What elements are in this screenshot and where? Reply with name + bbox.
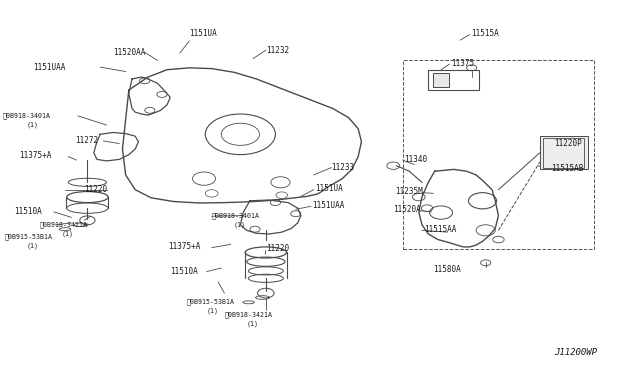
- Text: 11232: 11232: [266, 46, 289, 55]
- Text: (1): (1): [27, 122, 39, 128]
- Text: 11272: 11272: [75, 137, 98, 145]
- Text: 11520A: 11520A: [394, 205, 421, 215]
- Text: 11515AA: 11515AA: [424, 225, 456, 234]
- Text: 11220P: 11220P: [554, 139, 582, 148]
- Text: 1151UA: 1151UA: [189, 29, 217, 38]
- Text: 11580A: 11580A: [433, 265, 461, 274]
- Text: J11200WP: J11200WP: [554, 347, 597, 357]
- Text: 11515A: 11515A: [471, 29, 499, 38]
- Text: ⓝ0B918-3421A: ⓝ0B918-3421A: [225, 311, 273, 318]
- Text: 11520AA: 11520AA: [113, 48, 145, 57]
- Text: 11510A: 11510A: [170, 267, 198, 276]
- Text: (1): (1): [27, 243, 39, 250]
- Bar: [540, 136, 588, 169]
- Text: (1): (1): [207, 307, 219, 314]
- Bar: [543, 138, 584, 167]
- Text: ⓝ0B918-3401A: ⓝ0B918-3401A: [212, 212, 260, 219]
- Text: 11375+A: 11375+A: [168, 243, 201, 251]
- Text: ⓝ0B915-53B1A: ⓝ0B915-53B1A: [186, 298, 234, 305]
- Text: 11235M: 11235M: [395, 187, 423, 196]
- Text: 11510A: 11510A: [14, 206, 42, 216]
- Text: (1): (1): [62, 231, 74, 237]
- Text: 1151UA: 1151UA: [315, 184, 342, 193]
- Text: 1151UAA: 1151UAA: [312, 201, 345, 210]
- Text: 11375: 11375: [451, 59, 474, 68]
- Text: 11220: 11220: [266, 244, 289, 253]
- Text: 11515AB: 11515AB: [550, 164, 583, 173]
- Text: 11220: 11220: [84, 185, 108, 194]
- Text: ⓝ0B918-3401A: ⓝ0B918-3401A: [3, 113, 51, 119]
- Bar: [428, 70, 479, 90]
- Text: 11340: 11340: [404, 155, 428, 164]
- Bar: [433, 73, 449, 87]
- Text: (1): (1): [246, 320, 259, 327]
- Text: ⓝ0B918-3421A: ⓝ0B918-3421A: [40, 221, 88, 228]
- Text: 11375+A: 11375+A: [19, 151, 52, 160]
- Text: ⓝ0B915-53B1A: ⓝ0B915-53B1A: [4, 234, 52, 240]
- Bar: [403, 61, 594, 249]
- Text: (1): (1): [234, 221, 246, 228]
- Text: 1151UAA: 1151UAA: [33, 62, 66, 72]
- Text: 11233: 11233: [332, 163, 355, 172]
